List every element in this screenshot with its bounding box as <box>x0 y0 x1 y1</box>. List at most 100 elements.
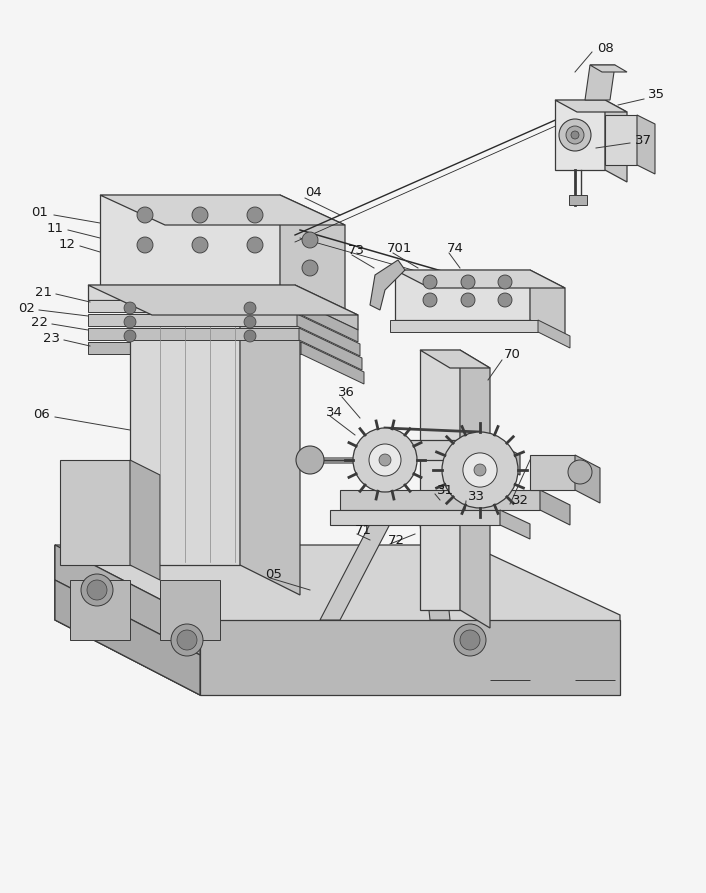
Circle shape <box>124 302 136 314</box>
Polygon shape <box>420 350 460 610</box>
Polygon shape <box>240 280 300 595</box>
Polygon shape <box>370 260 405 310</box>
Polygon shape <box>530 455 575 490</box>
Text: 06: 06 <box>33 408 50 421</box>
Polygon shape <box>395 270 530 320</box>
Polygon shape <box>380 440 490 460</box>
Text: 73: 73 <box>348 244 365 256</box>
Circle shape <box>244 302 256 314</box>
Polygon shape <box>555 100 627 112</box>
Polygon shape <box>88 300 295 312</box>
Polygon shape <box>297 314 360 356</box>
Polygon shape <box>490 440 520 475</box>
Text: 72: 72 <box>388 533 405 547</box>
Text: 08: 08 <box>597 41 614 54</box>
Circle shape <box>461 293 475 307</box>
Circle shape <box>353 428 417 492</box>
Polygon shape <box>420 524 450 620</box>
Circle shape <box>244 330 256 342</box>
Polygon shape <box>100 195 280 285</box>
Circle shape <box>302 232 318 248</box>
Text: 04: 04 <box>305 187 322 199</box>
Polygon shape <box>55 545 200 695</box>
Text: 33: 33 <box>468 490 485 504</box>
Polygon shape <box>88 285 358 315</box>
Circle shape <box>461 275 475 289</box>
Circle shape <box>379 454 391 466</box>
Polygon shape <box>590 65 627 72</box>
Text: 701: 701 <box>387 241 412 255</box>
Text: 12: 12 <box>59 238 76 251</box>
Polygon shape <box>88 342 301 354</box>
Polygon shape <box>569 195 587 205</box>
Polygon shape <box>460 350 490 628</box>
Text: 21: 21 <box>35 286 52 298</box>
Text: 05: 05 <box>265 569 282 581</box>
Circle shape <box>566 126 584 144</box>
Polygon shape <box>301 342 364 384</box>
Polygon shape <box>55 545 620 695</box>
Polygon shape <box>575 455 600 503</box>
Circle shape <box>498 275 512 289</box>
Text: 74: 74 <box>447 241 464 255</box>
Polygon shape <box>420 350 490 368</box>
Polygon shape <box>530 270 565 338</box>
Polygon shape <box>130 280 300 310</box>
Circle shape <box>192 207 208 223</box>
Polygon shape <box>200 620 620 695</box>
Circle shape <box>460 630 480 650</box>
Polygon shape <box>100 195 345 225</box>
Polygon shape <box>390 320 538 332</box>
Circle shape <box>571 131 579 139</box>
Polygon shape <box>295 285 358 330</box>
Text: 22: 22 <box>31 315 48 329</box>
Circle shape <box>171 624 203 656</box>
Polygon shape <box>130 280 240 565</box>
Polygon shape <box>395 270 565 288</box>
Text: 71: 71 <box>355 523 372 537</box>
Polygon shape <box>55 545 200 655</box>
Polygon shape <box>299 328 362 370</box>
Text: 02: 02 <box>18 302 35 314</box>
Polygon shape <box>330 510 500 525</box>
Polygon shape <box>88 328 299 340</box>
Text: 23: 23 <box>43 331 60 345</box>
Circle shape <box>442 432 518 508</box>
Polygon shape <box>88 314 297 326</box>
Polygon shape <box>605 115 637 165</box>
Polygon shape <box>555 100 605 170</box>
Polygon shape <box>88 285 295 300</box>
Circle shape <box>124 330 136 342</box>
Polygon shape <box>130 460 160 580</box>
Text: 32: 32 <box>512 494 529 506</box>
Circle shape <box>559 119 591 151</box>
Text: 34: 34 <box>326 405 343 419</box>
Circle shape <box>247 237 263 253</box>
Text: 31: 31 <box>437 483 454 497</box>
Text: 37: 37 <box>635 133 652 146</box>
Circle shape <box>296 446 324 474</box>
Circle shape <box>192 237 208 253</box>
Circle shape <box>87 580 107 600</box>
Polygon shape <box>540 490 570 525</box>
Circle shape <box>137 207 153 223</box>
Circle shape <box>81 574 113 606</box>
Polygon shape <box>340 490 540 510</box>
Circle shape <box>463 453 497 487</box>
Circle shape <box>474 464 486 476</box>
Circle shape <box>423 293 437 307</box>
Circle shape <box>498 293 512 307</box>
Circle shape <box>423 275 437 289</box>
Polygon shape <box>295 300 358 342</box>
Text: 35: 35 <box>648 88 665 102</box>
Circle shape <box>247 207 263 223</box>
Polygon shape <box>585 65 615 100</box>
Polygon shape <box>160 580 220 640</box>
Polygon shape <box>637 115 655 174</box>
Polygon shape <box>55 580 200 695</box>
Circle shape <box>137 237 153 253</box>
Polygon shape <box>280 195 345 315</box>
Circle shape <box>124 316 136 328</box>
Circle shape <box>369 444 401 476</box>
Circle shape <box>177 630 197 650</box>
